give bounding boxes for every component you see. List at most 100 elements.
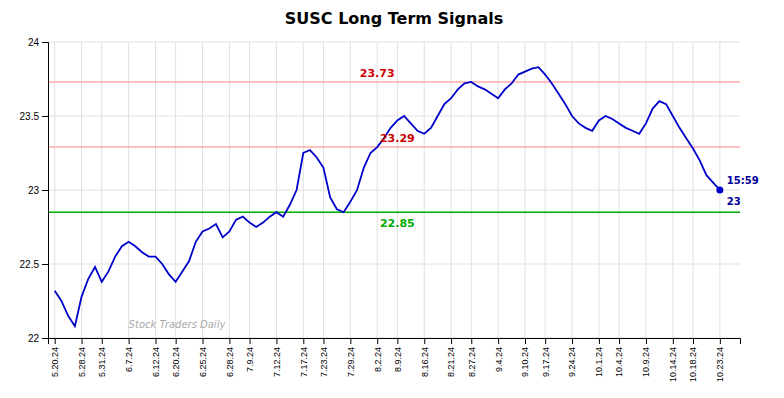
x-tick-mark <box>203 338 204 344</box>
x-tick-mark <box>572 338 573 344</box>
x-tick-label: 5.31.24 <box>97 347 107 377</box>
grid-line <box>545 42 546 338</box>
x-tick-label: 7.23.24 <box>319 347 329 377</box>
grid-line <box>598 42 599 338</box>
x-tick-label: 10.14.24 <box>668 347 678 382</box>
level-line <box>48 211 740 213</box>
x-tick-mark <box>693 338 694 344</box>
grid-line <box>48 190 740 191</box>
x-tick-label: 9.24.24 <box>567 347 577 377</box>
x-tick-mark <box>155 338 156 344</box>
x-tick-label: 9.4.24 <box>494 347 504 372</box>
x-tick: 6.7.24 <box>124 338 134 372</box>
annotation: 22.85 <box>380 217 415 230</box>
grid-line <box>175 42 176 338</box>
last-point <box>716 187 723 194</box>
grid-line <box>202 42 203 338</box>
x-tick-label: 8.27.24 <box>467 347 477 377</box>
y-tick-mark <box>42 42 48 43</box>
annotation: 23.29 <box>380 132 415 145</box>
x-tick: 5.20.24 <box>50 338 60 377</box>
x-tick-label: 8.21.24 <box>446 347 456 377</box>
x-tick: 6.25.24 <box>198 338 208 377</box>
x-tick-mark <box>498 338 499 344</box>
level-line <box>48 81 740 83</box>
x-tick: 7.9.24 <box>245 338 255 372</box>
x-tick-label: 7.29.24 <box>346 347 356 377</box>
x-tick-label: 6.7.24 <box>124 347 134 372</box>
grid-line <box>323 42 324 338</box>
y-tick-label: 22.5 <box>20 259 40 270</box>
level-line <box>48 146 740 148</box>
x-tick-mark <box>424 338 425 344</box>
grid-line <box>229 42 230 338</box>
x-tick-mark <box>350 338 351 344</box>
x-tick-mark <box>55 338 56 344</box>
grid-line <box>692 42 693 338</box>
x-tick: 8.2.24 <box>373 338 383 372</box>
grid-line <box>54 42 55 338</box>
x-tick: 10.4.24 <box>614 338 624 377</box>
x-tick-label: 7.9.24 <box>245 347 255 372</box>
grid-line <box>525 42 526 338</box>
grid-line <box>48 264 740 265</box>
x-tick: 7.12.24 <box>272 338 282 377</box>
x-tick-mark <box>377 338 378 344</box>
x-tick-mark <box>619 338 620 344</box>
x-tick-mark <box>720 338 721 344</box>
x-tick-mark <box>82 338 83 344</box>
x-tick: 7.17.24 <box>299 338 309 377</box>
x-tick-mark <box>276 338 277 344</box>
x-tick-mark <box>646 338 647 344</box>
y-tick-mark <box>42 190 48 191</box>
y-tick-label: 23 <box>28 185 40 196</box>
grid-line <box>471 42 472 338</box>
watermark: Stock Traders Daily <box>129 319 227 330</box>
x-tick: 10.18.24 <box>688 338 698 382</box>
x-tick-label: 10.1.24 <box>594 347 604 377</box>
x-tick: 5.28.24 <box>77 338 87 377</box>
x-tick-label: 5.28.24 <box>77 347 87 377</box>
x-tick: 10.23.24 <box>715 338 725 382</box>
grid-line <box>155 42 156 338</box>
x-tick: 7.29.24 <box>346 338 356 377</box>
annotation: 15:59 <box>727 175 759 186</box>
x-axis: 5.20.24 5.28.24 5.31.24 6.7.24 6.12.24 6.20.2… <box>49 338 741 382</box>
y-tick-label: 23.5 <box>20 111 40 122</box>
x-tick: 6.12.24 <box>151 338 161 377</box>
grid-line <box>128 42 129 338</box>
x-tick-mark <box>545 338 546 344</box>
grid-line <box>424 42 425 338</box>
grid-line <box>397 42 398 338</box>
grid-line <box>276 42 277 338</box>
x-tick: 10.9.24 <box>641 338 651 377</box>
grid-line <box>451 42 452 338</box>
x-tick: 8.16.24 <box>420 338 430 377</box>
grid <box>48 42 740 338</box>
x-tick-mark <box>129 338 130 344</box>
x-tick-label: 8.9.24 <box>393 347 403 372</box>
x-tick: 10.1.24 <box>594 338 604 377</box>
grid-line <box>350 42 351 338</box>
grid-line <box>303 42 304 338</box>
x-tick-label: 6.25.24 <box>198 347 208 377</box>
plot-area <box>48 67 740 326</box>
y-tick-label: 24 <box>28 37 40 48</box>
y-tick: 24 <box>28 37 48 48</box>
annotation: 23.73 <box>360 67 395 80</box>
x-tick: 7.23.24 <box>319 338 329 377</box>
y-tick: 22.5 <box>20 259 48 270</box>
y-axis: 22 22.5 23 23.5 24 <box>20 37 49 344</box>
grid-line <box>101 42 102 338</box>
grid-line <box>249 42 250 338</box>
y-tick-mark <box>42 116 48 117</box>
grid-line <box>48 42 740 43</box>
x-tick-label: 10.23.24 <box>715 347 725 382</box>
y-tick: 23.5 <box>20 111 48 122</box>
grid-line <box>572 42 573 338</box>
y-tick: 22 <box>28 333 48 344</box>
x-tick-mark <box>229 338 230 344</box>
x-tick-label: 6.28.24 <box>225 347 235 377</box>
x-tick: 6.20.24 <box>171 338 181 377</box>
x-tick-mark <box>250 338 251 344</box>
